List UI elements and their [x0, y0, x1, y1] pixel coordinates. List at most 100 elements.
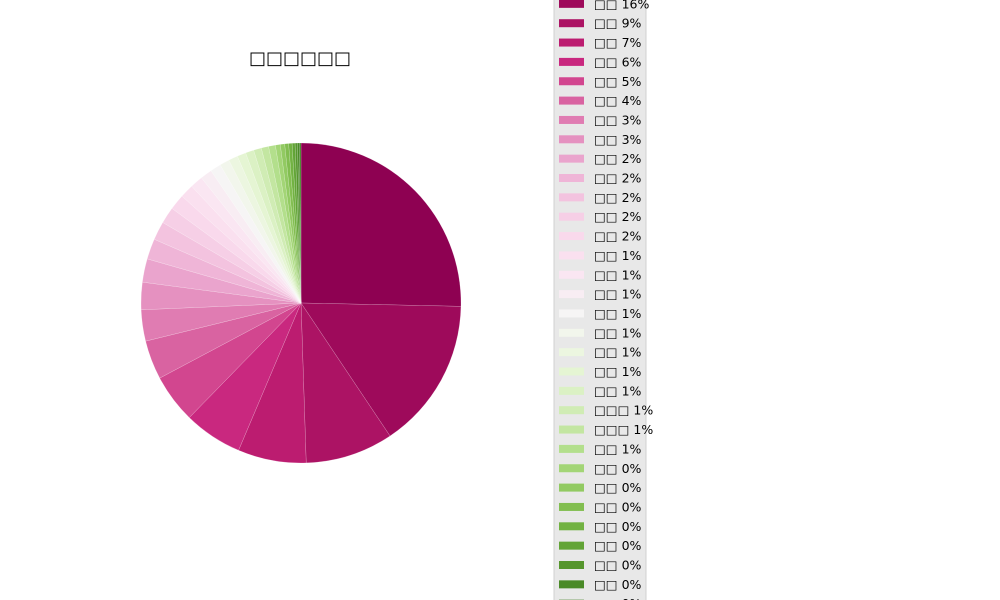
pie-slice: [210, 164, 302, 304]
pie-slice: [191, 177, 302, 304]
legend-swatch: [559, 212, 584, 221]
legend-swatch: [559, 386, 584, 395]
legend-item: □□ 0%: [559, 558, 642, 573]
legend-item: □□ 1%: [559, 345, 642, 360]
pie-slice: [140, 281, 302, 311]
legend-swatch: [559, 561, 584, 569]
pie-slice: [171, 195, 302, 304]
pie-slice: [219, 159, 302, 304]
legend-swatch: [559, 580, 584, 589]
pie-slice: [188, 302, 302, 451]
legend-label: □□ 5%: [594, 74, 642, 89]
legend-label: □□ 0%: [594, 577, 642, 592]
pie-slice: [145, 302, 302, 379]
legend-item: □□ 0%: [559, 577, 642, 592]
legend-label: □□ 1%: [594, 287, 642, 302]
pie-slice: [181, 185, 302, 304]
pie-slice: [288, 142, 302, 304]
legend-item: □□ 1%: [559, 267, 642, 282]
legend-item: □□□ 1%: [559, 403, 653, 418]
legend-item: □□ 2%: [559, 151, 642, 166]
legend-swatch: [559, 251, 584, 260]
legend-swatch: [559, 425, 584, 434]
legend-label: □□□ 1%: [594, 403, 653, 418]
legend-label: □□ 0%: [594, 461, 642, 476]
legend-label: □□ 1%: [594, 267, 642, 282]
pie-slice: [142, 258, 302, 304]
legend-item: □□□ 1%: [559, 422, 653, 437]
legend-swatch: [559, 270, 584, 279]
legend-item: □□ 2%: [559, 190, 642, 205]
legend-item: □□ 1%: [559, 383, 642, 398]
pie-slice: [300, 142, 462, 307]
legend-item: □□ 1%: [559, 248, 642, 263]
legend-item: □□ 4%: [559, 93, 642, 108]
legend-label: □□ 1%: [594, 248, 642, 263]
legend-label: □□ 1%: [594, 383, 642, 398]
pie-slice: [275, 144, 302, 304]
pie-slice: [299, 142, 302, 304]
pie-slice: [238, 302, 307, 464]
legend-label: □□ 2%: [594, 190, 642, 205]
legend-label: □□□ 1%: [594, 422, 653, 437]
pie-slice: [159, 302, 302, 418]
legend-item: □□ 1%: [559, 364, 642, 379]
legend: □□ 26%□□ 16%□□ 9%□□ 7%□□ 6%□□ 5%□□ 4%□□ …: [553, 0, 653, 600]
pie-slice: [228, 155, 302, 304]
legend-label: □□ 9%: [594, 16, 642, 31]
legend-label: □□ 3%: [594, 112, 642, 127]
legend-swatch: [559, 38, 584, 47]
pie-slice: [300, 302, 391, 464]
pie-slice: [297, 142, 302, 304]
legend-item: □□ 0%: [559, 499, 642, 514]
legend-swatch: [559, 57, 584, 66]
pie-slice: [294, 142, 302, 304]
pie-slice: [260, 146, 302, 304]
legend-item: □□ 2%: [559, 171, 642, 186]
pie-slice: [237, 152, 302, 304]
legend-swatch: [559, 135, 584, 144]
pie-slice: [153, 222, 302, 304]
legend-swatch: [559, 232, 584, 241]
pie-slices: [140, 142, 462, 464]
pie-slice: [162, 208, 302, 304]
legend-label: □□ 0%: [594, 480, 642, 495]
pie-slice: [201, 170, 302, 304]
pie-slice: [300, 302, 462, 437]
legend-item: □□ 9%: [559, 16, 642, 31]
legend-swatch: [559, 174, 584, 182]
legend-item: □□ 6%: [559, 54, 642, 69]
legend-label: □□ 1%: [594, 345, 642, 360]
legend-swatch: [559, 483, 584, 492]
legend-item: □□ 16%: [559, 0, 649, 11]
chart-title: □□□□□□: [249, 48, 351, 69]
legend-label: □□ 0%: [594, 538, 642, 553]
legend-label: □□ 2%: [594, 171, 642, 186]
legend-swatch: [559, 0, 584, 8]
legend-label: □□ 2%: [594, 209, 642, 224]
pie-slice: [291, 142, 302, 304]
legend-label: □□ 1%: [594, 325, 642, 340]
legend-label: □□ 0%: [594, 519, 642, 534]
pie-slice: [140, 302, 302, 342]
legend-label: □□ 0%: [594, 558, 642, 573]
legend-item: □□ 3%: [559, 132, 642, 147]
legend-swatch: [559, 328, 584, 337]
legend-swatch: [559, 348, 584, 357]
legend-swatch: [559, 77, 584, 86]
legend-item: □□ 0%: [559, 519, 642, 534]
pie-slice: [268, 144, 302, 304]
legend-label: □□ 1%: [594, 441, 642, 456]
legend-item: □□ 1%: [559, 287, 642, 302]
legend-swatch: [559, 367, 584, 376]
legend-label: □□ 0%: [594, 499, 642, 514]
legend-swatch: [559, 464, 584, 473]
legend-item: □□ 5%: [559, 74, 642, 89]
legend-label: □□ 2%: [594, 229, 642, 244]
legend-item: □□ 2%: [559, 209, 642, 224]
legend-swatch: [559, 154, 584, 163]
legend-swatch: [559, 522, 584, 531]
legend-swatch: [559, 19, 584, 28]
legend-label: □□ 1%: [594, 364, 642, 379]
